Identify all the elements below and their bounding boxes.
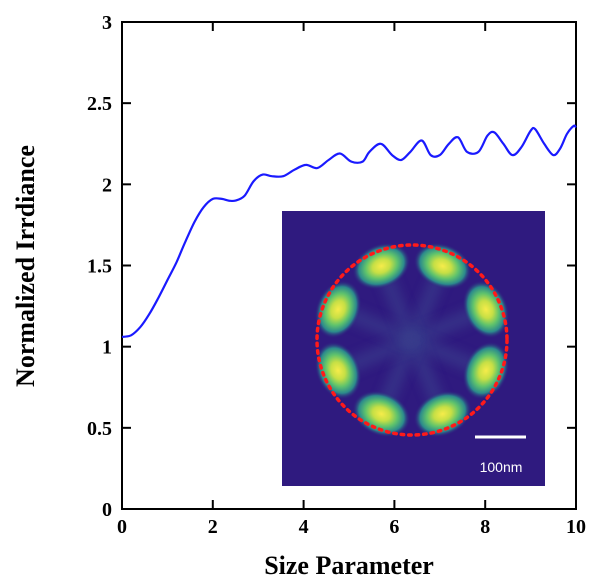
inset-lobe [352,242,411,290]
inset-lobe [314,280,362,339]
x-axis-title: Size Parameter [264,551,434,580]
y-tick-label: 0.5 [87,418,112,440]
y-tick-label: 1 [102,337,112,359]
x-tick-label: 0 [117,516,127,538]
inset-lobe [413,390,472,438]
y-axis: 0 0.5 1 1.5 2 2.5 3 [87,12,576,521]
x-tick-label: 8 [480,516,490,538]
x-tick-label: 4 [299,516,309,538]
inset-lobe [314,341,362,400]
y-tick-label: 2.5 [87,93,112,115]
y-tick-label: 3 [102,12,112,34]
inset-lobe [413,242,472,290]
x-axis: 0 2 4 6 8 10 [117,22,586,538]
x-tick-label: 10 [566,516,586,538]
inset-ring [315,243,509,437]
inset-image: 100nm [282,211,545,486]
x-tick-label: 2 [208,516,218,538]
y-tick-label: 0 [102,499,112,521]
scale-bar-label: 100nm [480,459,523,475]
y-axis-title: Normalized Irrdiance [11,145,40,387]
x-tick-label: 6 [389,516,399,538]
y-tick-label: 1.5 [87,256,112,278]
series-line [121,124,577,338]
y-tick-label: 2 [102,174,112,196]
